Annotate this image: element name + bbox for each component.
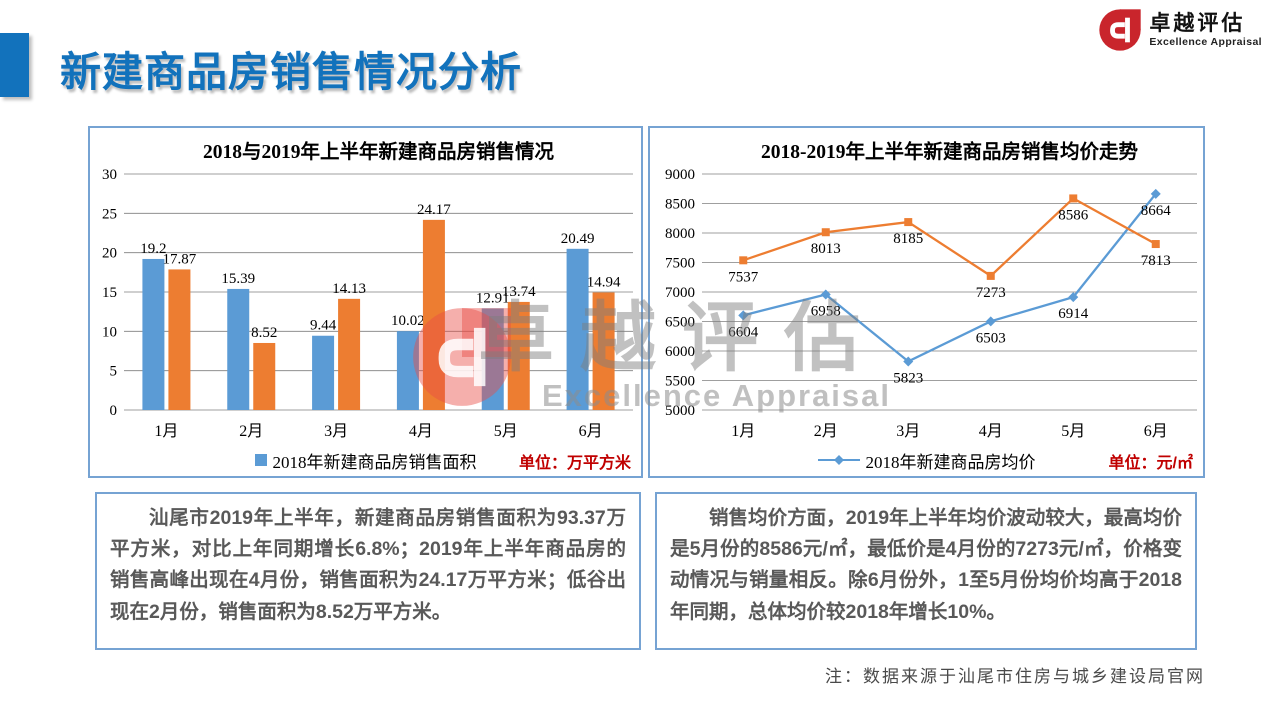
- svg-text:6604: 6604: [728, 324, 759, 340]
- svg-text:12.91: 12.91: [476, 290, 510, 306]
- sales-area-analysis-text: 汕尾市2019年上半年，新建商品房销售面积为93.37万平方米，对比上年同期增长…: [110, 507, 626, 623]
- bar-chart-legend-label: 2018年新建商品房销售面积: [272, 452, 477, 472]
- average-price-analysis-box: 销售均价方面，2019年上半年均价波动较大，最高均价是5月份的8586元/㎡，最…: [655, 492, 1197, 650]
- svg-text:8500: 8500: [665, 197, 695, 213]
- page-title: 新建商品房销售情况分析: [60, 49, 522, 95]
- bar-chart-unit-label: 单位：万平方米: [518, 455, 631, 472]
- svg-text:20: 20: [102, 246, 117, 262]
- svg-text:20.49: 20.49: [561, 231, 595, 247]
- line-chart-legend-item-2018: 2018年新建商品房均价: [817, 448, 1036, 473]
- svg-text:6月: 6月: [1144, 423, 1168, 440]
- brand-logo: 卓越评估 Excellence Appraisal: [1098, 8, 1262, 52]
- svg-text:5月: 5月: [494, 423, 518, 440]
- svg-text:2018-2019年上半年新建商品房销售均价走势: 2018-2019年上半年新建商品房销售均价走势: [761, 140, 1138, 163]
- brand-logo-icon: [1099, 9, 1142, 51]
- bar-chart: 2018与2019年上半年新建商品房销售情况 0 5 10 15 20 25 30 1月 2月 3月…: [102, 140, 633, 440]
- average-price-chart-panel: 2018-2019年上半年新建商品房销售均价走势 5000 5500 6000 6500…: [648, 126, 1205, 478]
- svg-text:5000: 5000: [665, 403, 695, 419]
- svg-text:10: 10: [102, 324, 117, 340]
- svg-text:4月: 4月: [409, 423, 433, 440]
- svg-text:25: 25: [102, 206, 117, 222]
- svg-text:1月: 1月: [731, 423, 755, 440]
- svg-text:6958: 6958: [811, 303, 841, 319]
- svg-text:5月: 5月: [1061, 423, 1085, 440]
- svg-text:7273: 7273: [976, 285, 1006, 301]
- svg-text:6503: 6503: [976, 330, 1006, 346]
- svg-text:24.17: 24.17: [417, 202, 451, 218]
- data-source-note: 注：数据来源于汕尾市住房与城乡建设局官网: [825, 667, 1205, 686]
- svg-text:3月: 3月: [896, 423, 920, 440]
- svg-text:6500: 6500: [665, 315, 695, 331]
- svg-text:14.13: 14.13: [332, 281, 366, 297]
- svg-text:8.52: 8.52: [251, 325, 277, 341]
- svg-text:15.39: 15.39: [221, 271, 255, 287]
- bar-chart-legend-item-2018: 2018年新建商品房销售面积: [254, 448, 477, 473]
- svg-text:19.2: 19.2: [140, 241, 166, 257]
- svg-text:7500: 7500: [665, 256, 695, 272]
- line-chart-legend-row: 2018年新建商品房均价 单位：元/㎡: [650, 446, 1203, 474]
- svg-text:10.02: 10.02: [391, 313, 425, 329]
- svg-text:2月: 2月: [814, 423, 838, 440]
- svg-text:8586: 8586: [1058, 207, 1089, 223]
- brand-text: 卓越评估 Excellence Appraisal: [1149, 11, 1262, 48]
- svg-text:8664: 8664: [1141, 203, 1172, 219]
- svg-text:5500: 5500: [665, 374, 695, 390]
- svg-text:4月: 4月: [979, 423, 1003, 440]
- line-chart-unit-label: 单位：元/㎡: [1108, 455, 1193, 472]
- svg-text:8013: 8013: [811, 241, 841, 257]
- svg-text:8185: 8185: [893, 231, 923, 247]
- sales-area-chart-panel: 2018与2019年上半年新建商品房销售情况 0 5 10 15 20 25 30 1月 2月 3月…: [88, 126, 643, 478]
- svg-text:6914: 6914: [1058, 306, 1089, 322]
- svg-text:5823: 5823: [893, 370, 923, 386]
- line-chart: 2018-2019年上半年新建商品房销售均价走势 5000 5500 6000 6500…: [665, 140, 1197, 440]
- legend-line-marker-icon: [817, 455, 860, 465]
- svg-text:13.74: 13.74: [502, 284, 536, 300]
- svg-text:7000: 7000: [665, 285, 695, 301]
- legend-swatch-icon: [254, 454, 267, 466]
- svg-text:2月: 2月: [239, 423, 263, 440]
- svg-text:7813: 7813: [1141, 253, 1171, 269]
- svg-text:9.44: 9.44: [310, 318, 337, 334]
- line-chart-legend-label: 2018年新建商品房均价: [865, 452, 1036, 472]
- svg-text:5: 5: [110, 364, 118, 380]
- svg-text:7537: 7537: [728, 269, 759, 285]
- svg-text:9000: 9000: [665, 167, 695, 183]
- sales-area-analysis-box: 汕尾市2019年上半年，新建商品房销售面积为93.37万平方米，对比上年同期增长…: [95, 492, 641, 650]
- svg-text:0: 0: [110, 403, 118, 419]
- svg-text:17.87: 17.87: [163, 251, 197, 267]
- svg-text:3月: 3月: [324, 423, 348, 440]
- bar-chart-legend-row: 2018年新建商品房销售面积 单位：万平方米: [90, 446, 641, 474]
- svg-text:1月: 1月: [154, 423, 178, 440]
- title-accent-block: [0, 33, 29, 97]
- svg-text:8000: 8000: [665, 226, 695, 242]
- brand-subtitle: Excellence Appraisal: [1149, 35, 1262, 48]
- svg-text:6月: 6月: [579, 423, 603, 440]
- svg-text:30: 30: [102, 167, 117, 183]
- svg-text:15: 15: [102, 285, 117, 301]
- brand-name: 卓越评估: [1149, 11, 1246, 36]
- svg-text:6000: 6000: [665, 344, 695, 360]
- average-price-analysis-text: 销售均价方面，2019年上半年均价波动较大，最高均价是5月份的8586元/㎡，最…: [670, 507, 1182, 623]
- svg-text:2018与2019年上半年新建商品房销售情况: 2018与2019年上半年新建商品房销售情况: [203, 140, 555, 163]
- svg-text:14.94: 14.94: [587, 274, 621, 290]
